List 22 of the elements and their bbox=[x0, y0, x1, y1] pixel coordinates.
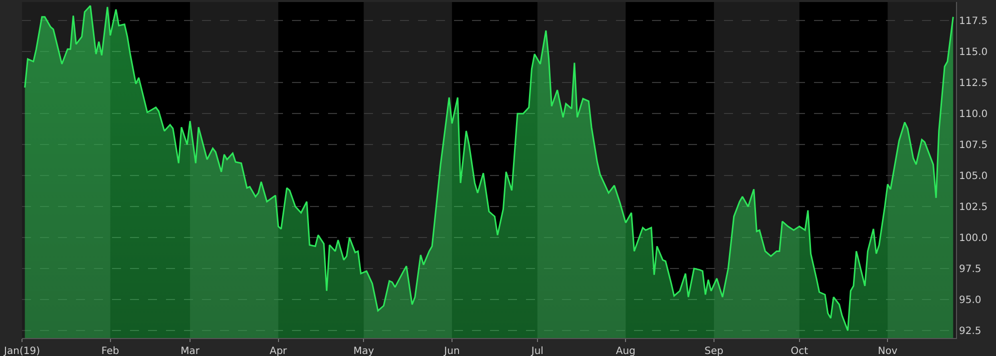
y-tick-label: 115.0 bbox=[959, 47, 988, 58]
y-tick-label: 112.5 bbox=[959, 78, 988, 90]
y-tick-label: 110.0 bbox=[959, 109, 988, 120]
y-tick-label: 95.0 bbox=[959, 295, 982, 306]
x-tick-label: Mar bbox=[180, 346, 200, 356]
x-tick-label: Sep bbox=[704, 346, 724, 356]
y-tick-label: 117.5 bbox=[959, 16, 988, 28]
x-tick-label: Oct bbox=[790, 346, 808, 356]
y-tick-label: 107.5 bbox=[959, 140, 988, 152]
x-tick-label: Nov bbox=[878, 346, 898, 356]
x-tick-label: Aug bbox=[616, 346, 636, 356]
y-tick-label: 100.0 bbox=[959, 233, 988, 244]
y-tick-label: 102.5 bbox=[959, 202, 988, 214]
x-tick-label: Jun bbox=[443, 346, 460, 356]
y-tick-label: 97.5 bbox=[959, 264, 982, 276]
y-tick-label: 105.0 bbox=[959, 171, 988, 182]
y-tick-label: 92.5 bbox=[959, 326, 982, 338]
x-tick-label: Apr bbox=[270, 346, 288, 356]
x-tick-label: Jan(19) bbox=[3, 346, 40, 356]
x-tick-label: May bbox=[353, 346, 374, 356]
x-tick-label: Feb bbox=[101, 346, 120, 356]
x-tick-label: Jul bbox=[530, 346, 544, 356]
